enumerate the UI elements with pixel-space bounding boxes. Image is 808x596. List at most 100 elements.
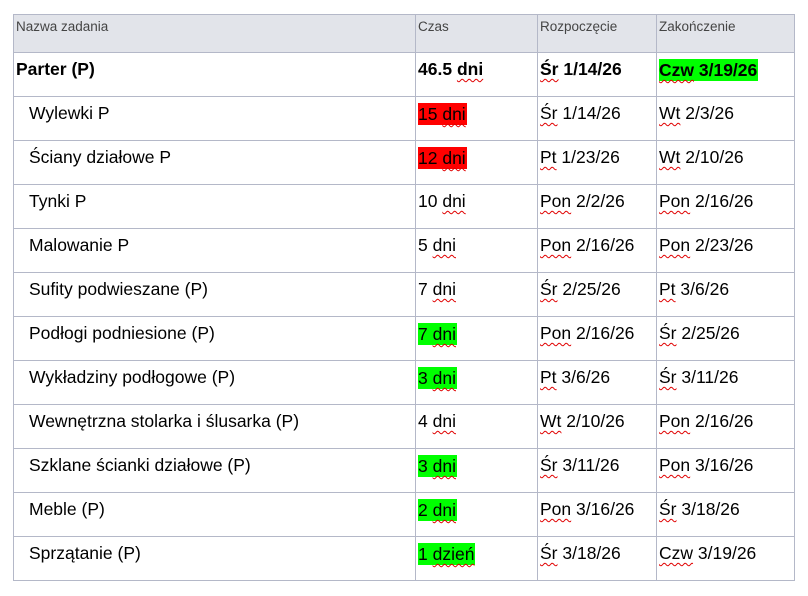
duration-cell[interactable]: 15 dni (415, 96, 538, 141)
summary-row[interactable]: Parter (P) 46.5 dni Śr 1/14/26 Czw 3/19/… (13, 52, 795, 97)
task-name-cell[interactable]: Malowanie P (13, 228, 416, 273)
duration-cell[interactable]: 10 dni (415, 184, 538, 229)
duration-cell[interactable]: 3 dni (415, 360, 538, 405)
duration-unit: dni (442, 148, 466, 168)
start-date: 2/2/26 (576, 191, 625, 211)
start-date: 2/25/26 (562, 279, 621, 299)
finish-date: 2/23/26 (695, 235, 754, 255)
finish-cell[interactable]: Śr 3/11/26 (656, 360, 795, 405)
duration-value: 7 (418, 324, 428, 344)
task-name-cell[interactable]: Szklane ścianki działowe (P) (13, 448, 416, 493)
finish-cell[interactable]: Czw 3/19/26 (656, 52, 795, 97)
start-cell[interactable]: Pt 1/23/26 (537, 140, 657, 185)
header-row: Nazwa zadania Czas Rozpoczęcie Zakończen… (13, 14, 795, 53)
finish-cell[interactable]: Pon 3/16/26 (656, 448, 795, 493)
task-row[interactable]: Sprzątanie (P) 1 dzień Śr 3/18/26 Czw 3/19/… (13, 536, 795, 581)
duration-unit: dni (432, 500, 456, 520)
finish-weekday: Śr (659, 323, 677, 343)
finish-cell[interactable]: Pon 2/16/26 (656, 184, 795, 229)
start-cell[interactable]: Pon 2/2/26 (537, 184, 657, 229)
finish-cell[interactable]: Wt 2/3/26 (656, 96, 795, 141)
start-date: 2/16/26 (576, 235, 635, 255)
duration-unit: dni (432, 279, 456, 299)
finish-cell[interactable]: Śr 2/25/26 (656, 316, 795, 361)
duration-cell[interactable]: 5 dni (415, 228, 538, 273)
duration-value: 5 (418, 235, 428, 255)
duration-cell[interactable]: 1 dzień (415, 536, 538, 581)
duration-value: 15 (418, 104, 438, 124)
finish-weekday: Pon (659, 191, 691, 211)
duration-cell[interactable]: 7 dni (415, 316, 538, 361)
task-row[interactable]: Wylewki P 15 dni Śr 1/14/26 Wt 2/3/26 (13, 96, 795, 141)
duration-cell[interactable]: 46.5 dni (415, 52, 538, 97)
start-cell[interactable]: Śr 1/14/26 (537, 96, 657, 141)
task-name-cell[interactable]: Wylewki P (13, 96, 416, 141)
task-row[interactable]: Wewnętrzna stolarka i ślusarka (P) 4 dni W… (13, 404, 795, 449)
start-cell[interactable]: Pon 2/16/26 (537, 316, 657, 361)
duration-unit: dni (432, 324, 456, 344)
task-row[interactable]: Wykładziny podłogowe (P) 3 dni Pt 3/6/26 Śr… (13, 360, 795, 405)
duration-highlight: 3 dni (418, 455, 457, 477)
finish-cell[interactable]: Śr 3/18/26 (656, 492, 795, 537)
finish-date: 3/19/26 (697, 543, 757, 563)
duration-highlight: 12 dni (418, 147, 467, 169)
task-row[interactable]: Tynki P 10 dni Pon 2/2/26 Pon 2/16/26 (13, 184, 795, 229)
finish-weekday: Pon (659, 411, 691, 431)
task-row[interactable]: Ściany działowe P 12 dni Pt 1/23/26 Wt 2/10… (13, 140, 795, 185)
duration-unit: dzień (432, 544, 475, 564)
task-name: Meble (P) (29, 499, 105, 519)
finish-cell[interactable]: Czw 3/19/26 (656, 536, 795, 581)
header-task-name[interactable]: Nazwa zadania (13, 14, 416, 53)
duration-value: 7 (418, 279, 428, 299)
header-start[interactable]: Rozpoczęcie (537, 14, 657, 53)
start-cell[interactable]: Śr 3/11/26 (537, 448, 657, 493)
task-table: Nazwa zadania Czas Rozpoczęcie Zakończen… (13, 14, 795, 581)
task-row[interactable]: Szklane ścianki działowe (P) 3 dni Śr 3/11… (13, 448, 795, 493)
task-row[interactable]: Sufity podwieszane (P) 7 dni Śr 2/25/26 Pt … (13, 272, 795, 317)
start-date: 1/23/26 (561, 147, 620, 167)
duration-value: 3 (418, 456, 428, 476)
task-row[interactable]: Podłogi podniesione (P) 7 dni Pon 2/16/26 Ś… (13, 316, 795, 361)
duration-cell[interactable]: 7 dni (415, 272, 538, 317)
task-name-cell[interactable]: Ściany działowe P (13, 140, 416, 185)
start-cell[interactable]: Pon 3/16/26 (537, 492, 657, 537)
duration-value: 3 (418, 368, 428, 388)
finish-date: 3/16/26 (695, 455, 754, 475)
finish-cell[interactable]: Pt 3/6/26 (656, 272, 795, 317)
task-row[interactable]: Meble (P) 2 dni Pon 3/16/26 Śr 3/18/26 (13, 492, 795, 537)
duration-cell[interactable]: 2 dni (415, 492, 538, 537)
finish-cell[interactable]: Wt 2/10/26 (656, 140, 795, 185)
start-weekday: Śr (540, 59, 559, 79)
task-name-cell[interactable]: Meble (P) (13, 492, 416, 537)
task-name-cell[interactable]: Sprzątanie (P) (13, 536, 416, 581)
finish-cell[interactable]: Pon 2/23/26 (656, 228, 795, 273)
header-duration[interactable]: Czas (415, 14, 538, 53)
start-cell[interactable]: Pt 3/6/26 (537, 360, 657, 405)
start-cell[interactable]: Śr 3/18/26 (537, 536, 657, 581)
start-cell[interactable]: Wt 2/10/26 (537, 404, 657, 449)
header-finish[interactable]: Zakończenie (656, 14, 795, 53)
duration-unit: dni (442, 104, 466, 124)
duration-cell[interactable]: 12 dni (415, 140, 538, 185)
task-name: Parter (P) (16, 59, 95, 79)
start-cell[interactable]: Pon 2/16/26 (537, 228, 657, 273)
task-name-cell[interactable]: Podłogi podniesione (P) (13, 316, 416, 361)
duration-cell[interactable]: 4 dni (415, 404, 538, 449)
finish-cell[interactable]: Pon 2/16/26 (656, 404, 795, 449)
duration-value: 12 (418, 148, 438, 168)
task-name-cell[interactable]: Sufity podwieszane (P) (13, 272, 416, 317)
duration-cell[interactable]: 3 dni (415, 448, 538, 493)
task-name-cell[interactable]: Wykładziny podłogowe (P) (13, 360, 416, 405)
duration-value: 46.5 (418, 59, 453, 79)
start-date: 3/16/26 (576, 499, 635, 519)
start-cell[interactable]: Śr 1/14/26 (537, 52, 657, 97)
duration-value: 1 (418, 544, 428, 564)
task-name-cell[interactable]: Tynki P (13, 184, 416, 229)
start-weekday: Pt (540, 147, 557, 167)
finish-weekday: Wt (659, 147, 681, 167)
finish-date: 2/25/26 (681, 323, 740, 343)
start-cell[interactable]: Śr 2/25/26 (537, 272, 657, 317)
task-name-cell[interactable]: Parter (P) (13, 52, 416, 97)
task-name-cell[interactable]: Wewnętrzna stolarka i ślusarka (P) (13, 404, 416, 449)
